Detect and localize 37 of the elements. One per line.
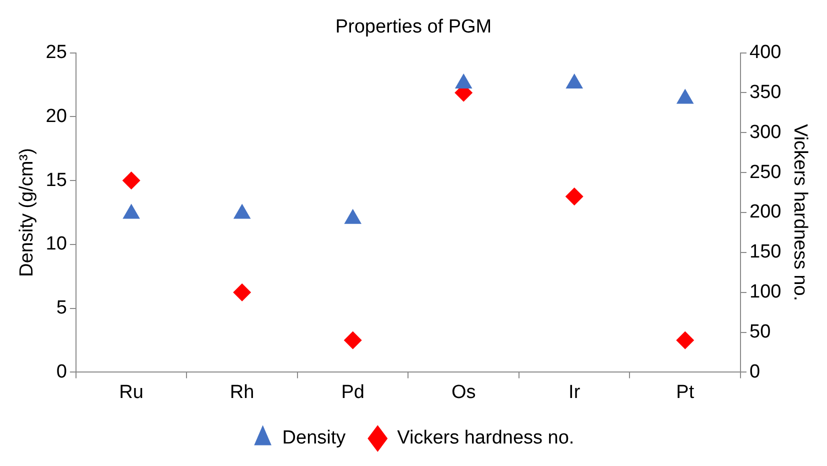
y-tick-label: 20 [46,106,67,127]
y-tick-label: 25 [46,42,67,64]
y2-axis-title: Vickers hardness no. [789,124,810,302]
y2-tick-label: 350 [750,82,782,103]
chart-title: Properties of PGM [335,16,492,38]
x-tick-label: Ru [119,382,144,403]
y2-tick-label: 0 [750,361,760,382]
y-tick-label: 5 [56,298,67,319]
x-tick-label: Os [451,382,476,403]
x-tick-label: Pd [341,382,364,403]
y2-tick-label: 400 [750,42,782,64]
point [565,188,584,206]
x-tick-label: Pt [676,382,695,403]
y2-tick-label: 100 [750,282,782,303]
point [344,208,362,224]
point [233,204,251,219]
y2-tick-label: 300 [750,122,782,143]
y2-tick-label: 200 [750,202,782,223]
point [676,88,694,104]
legend-label: Vickers hardness no. [397,428,574,449]
x-tick-label: Ir [568,382,581,403]
y2-tick-label: 250 [750,162,782,183]
point [676,331,694,350]
point [122,172,140,190]
legend-label: Density [282,428,346,449]
point [122,204,140,219]
y-axis-title: Density (g/cm³) [16,148,38,277]
point [344,331,362,350]
y-tick-label: 0 [56,361,67,382]
point [233,283,252,302]
y2-tick-label: 150 [750,242,782,263]
point [566,73,584,88]
x-tick-label: Rh [230,382,254,403]
point [454,73,472,88]
y2-tick-label: 50 [750,322,771,343]
y-tick-label: 10 [46,234,67,255]
y-tick-label: 15 [46,170,67,191]
